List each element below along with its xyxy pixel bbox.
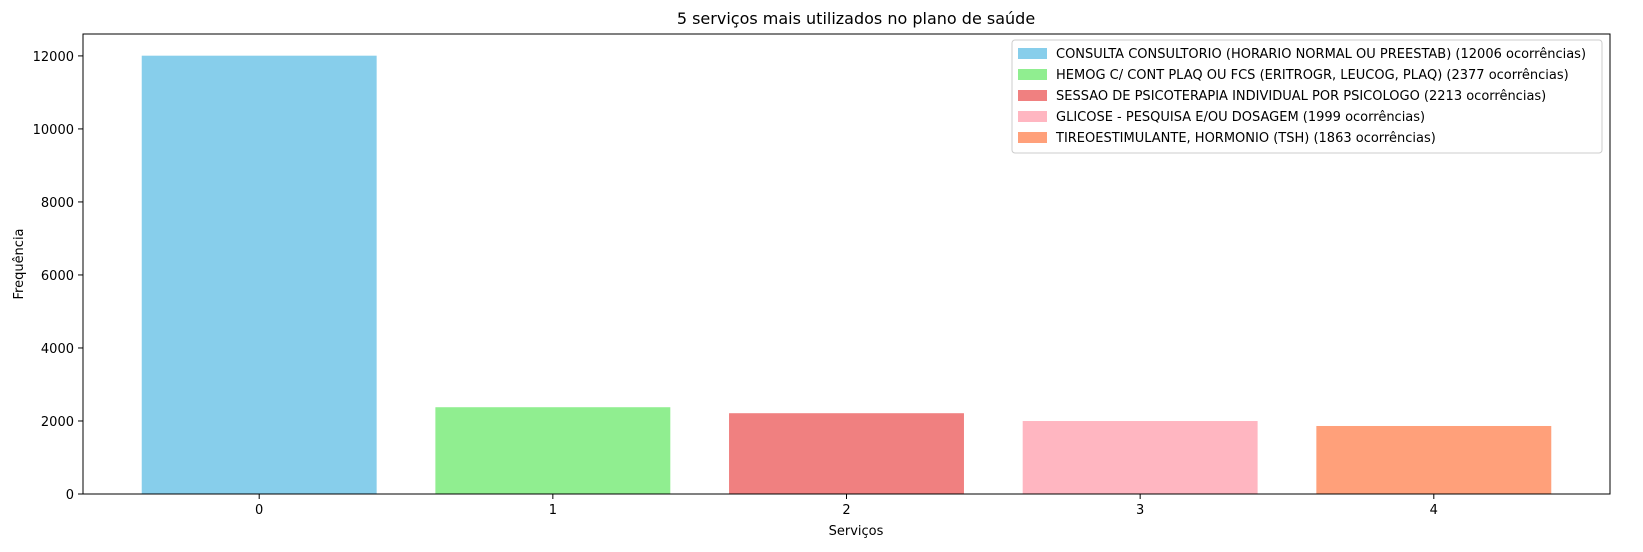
y-tick-label: 6000	[41, 269, 74, 284]
x-tick-label: 0	[255, 503, 263, 518]
chart-title: 5 serviços mais utilizados no plano de s…	[677, 9, 1035, 28]
legend-swatch	[1018, 132, 1047, 143]
bar-3	[1022, 421, 1258, 494]
legend-label: GLICOSE - PESQUISA E/OU DOSAGEM (1999 oc…	[1056, 110, 1425, 125]
x-tick-label: 2	[842, 503, 850, 518]
bar-4	[1316, 425, 1552, 494]
y-axis-label: Frequência	[12, 228, 27, 299]
axes-frame	[82, 33, 1611, 495]
y-tick-label: 4000	[41, 342, 74, 357]
x-axis-label: Serviços	[829, 524, 884, 539]
legend-swatch	[1018, 48, 1047, 59]
legend: CONSULTA CONSULTORIO (HORARIO NORMAL OU …	[1011, 39, 1603, 154]
legend-label: SESSAO DE PSICOTERAPIA INDIVIDUAL POR PS…	[1056, 89, 1546, 104]
y-tick-label: 0	[66, 488, 74, 503]
x-tick-label: 3	[1136, 503, 1144, 518]
axes-ticks: 0 1 2 3 4 0 2000 4000 6000 8000 10000 12000	[33, 50, 1438, 518]
legend-label: HEMOG C/ CONT PLAQ OU FCS (ERITROGR, LEU…	[1056, 68, 1569, 83]
legend-label: CONSULTA CONSULTORIO (HORARIO NORMAL OU …	[1056, 47, 1586, 62]
legend-label: TIREOESTIMULANTE, HORMONIO (TSH) (1863 o…	[1055, 131, 1436, 146]
bar-0	[141, 55, 377, 494]
bar-2	[729, 413, 964, 494]
y-tick-label: 8000	[41, 196, 74, 211]
bars	[141, 55, 1552, 494]
x-tick-label: 1	[549, 503, 557, 518]
legend-swatch	[1018, 111, 1047, 122]
legend-swatch	[1018, 69, 1047, 80]
x-tick-label: 4	[1430, 503, 1438, 518]
plot-frame	[82, 33, 1611, 495]
legend-box	[1011, 39, 1603, 154]
y-tick-label: 10000	[33, 123, 74, 138]
bar-1	[435, 407, 671, 494]
y-tick-label: 12000	[33, 50, 74, 65]
y-tick-label: 2000	[41, 415, 74, 430]
legend-swatch	[1018, 90, 1047, 101]
